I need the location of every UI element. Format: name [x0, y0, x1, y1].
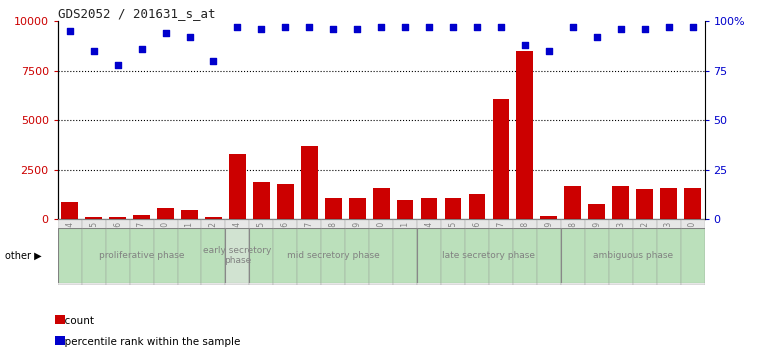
Point [447, 24, 459, 30]
Bar [517, 51, 534, 219]
Bar [181, 210, 198, 219]
Point [399, 24, 411, 30]
Point [543, 48, 555, 54]
Text: GDS2052 / 201631_s_at: GDS2052 / 201631_s_at [58, 7, 216, 20]
Bar [62, 202, 78, 219]
Point [88, 48, 100, 54]
Bar [417, 219, 441, 285]
Bar [681, 219, 705, 285]
Bar [541, 216, 557, 219]
Bar [229, 154, 246, 219]
Point [375, 24, 387, 30]
Bar [157, 207, 174, 219]
Bar [420, 198, 437, 219]
Bar [226, 228, 249, 283]
Bar [493, 98, 509, 219]
Point [207, 58, 219, 64]
Bar [325, 198, 342, 219]
Bar [369, 219, 393, 285]
Point [231, 24, 243, 30]
Bar [345, 219, 369, 285]
Text: late secretory phase: late secretory phase [443, 251, 535, 260]
Bar [441, 219, 465, 285]
Bar [397, 200, 413, 219]
Text: ambiguous phase: ambiguous phase [593, 251, 673, 260]
Point [327, 26, 340, 32]
Point [519, 42, 531, 48]
Bar [321, 219, 345, 285]
Bar [537, 219, 561, 285]
Point [64, 28, 76, 34]
Bar [58, 219, 82, 285]
Text: early secretory
phase: early secretory phase [203, 246, 272, 266]
Bar [105, 219, 129, 285]
Bar [109, 217, 126, 219]
Bar [584, 219, 609, 285]
Bar [373, 188, 390, 219]
Point [159, 30, 172, 36]
Text: other ▶: other ▶ [5, 251, 42, 261]
Bar [349, 198, 366, 219]
Point [351, 26, 363, 32]
Bar [465, 219, 489, 285]
Bar [277, 184, 293, 219]
Bar [58, 228, 226, 283]
Bar [588, 204, 605, 219]
Bar [133, 215, 150, 219]
Text: count: count [58, 316, 94, 326]
Point [136, 46, 148, 52]
Point [591, 34, 603, 40]
Point [662, 24, 675, 30]
Bar [444, 198, 461, 219]
Point [280, 24, 292, 30]
Text: percentile rank within the sample: percentile rank within the sample [58, 337, 240, 347]
Bar [297, 219, 321, 285]
Bar [561, 228, 705, 283]
Point [255, 26, 267, 32]
Point [638, 26, 651, 32]
Bar [564, 186, 581, 219]
Bar [202, 219, 226, 285]
Bar [226, 219, 249, 285]
Point [567, 24, 579, 30]
Bar [205, 217, 222, 219]
Bar [249, 228, 417, 283]
Bar [249, 219, 273, 285]
Point [112, 62, 124, 68]
Bar [660, 188, 677, 219]
Bar [85, 217, 102, 219]
Point [423, 24, 435, 30]
Bar [561, 219, 584, 285]
Text: mid secretory phase: mid secretory phase [287, 251, 380, 260]
Bar [153, 219, 178, 285]
Bar [633, 219, 657, 285]
Point [495, 24, 507, 30]
Bar [273, 219, 297, 285]
Bar [417, 228, 561, 283]
Bar [657, 219, 681, 285]
Text: proliferative phase: proliferative phase [99, 251, 184, 260]
Bar [253, 182, 270, 219]
Point [470, 24, 483, 30]
Bar [685, 188, 701, 219]
Bar [129, 219, 153, 285]
Bar [82, 219, 105, 285]
Bar [636, 189, 653, 219]
Bar [469, 194, 485, 219]
Point [303, 24, 316, 30]
Bar [609, 219, 633, 285]
Bar [612, 186, 629, 219]
Point [183, 34, 196, 40]
Bar [178, 219, 202, 285]
Bar [393, 219, 417, 285]
Bar [513, 219, 537, 285]
Bar [489, 219, 513, 285]
Point [614, 26, 627, 32]
Bar [301, 146, 318, 219]
Point [686, 24, 698, 30]
